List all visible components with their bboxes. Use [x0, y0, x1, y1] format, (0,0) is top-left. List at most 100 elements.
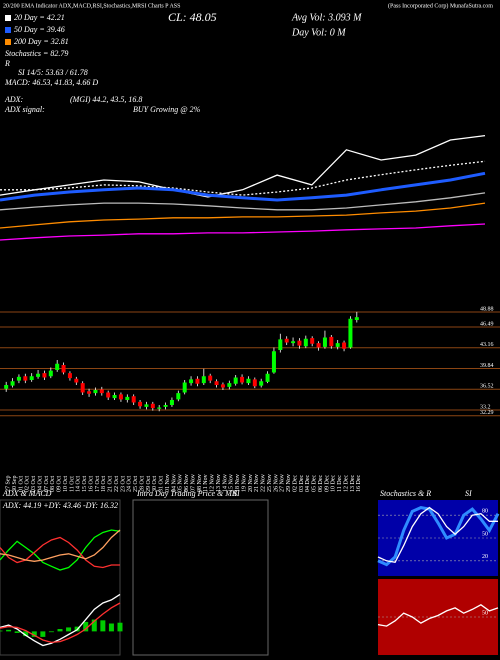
x-tick-label: 04 Dec	[305, 475, 311, 492]
candle-body	[29, 376, 34, 380]
x-tick-label: 06 Dec	[318, 475, 324, 492]
rsi-readout: R	[4, 59, 10, 68]
site-name: (Pass Incorporated Corp) MunafaSutra.com	[388, 2, 493, 9]
adx-panel-frame	[0, 499, 121, 656]
x-tick-label: 16 Dec	[356, 475, 362, 492]
y-tick-label: 36.52	[480, 384, 494, 390]
candle-body	[214, 381, 219, 385]
x-tick-label: 13 Dec	[350, 475, 356, 492]
candle-body	[16, 376, 21, 381]
candle-body	[176, 393, 181, 400]
candle-body	[303, 338, 308, 347]
candle-body	[195, 378, 200, 384]
histogram-bar	[57, 629, 63, 632]
candle-body	[93, 390, 98, 394]
candle-body	[297, 340, 302, 346]
histogram-bar	[66, 627, 72, 632]
x-tick-label: 22 Oct	[114, 476, 120, 492]
legend-swatch	[5, 27, 11, 33]
series-line	[0, 202, 486, 229]
x-tick-label: 17 Oct	[95, 476, 101, 492]
candle-body	[67, 373, 72, 379]
y-tick-label: 39.84	[480, 363, 494, 369]
histogram-bar	[117, 622, 123, 632]
x-tick-label: 20 Nov	[248, 474, 254, 492]
y-tick-label: 50	[482, 531, 488, 537]
x-tick-label: 15 Nov	[229, 474, 235, 492]
histogram-bar	[14, 631, 20, 633]
x-tick-label: 21 Nov	[254, 474, 260, 492]
candle-body	[316, 343, 321, 348]
candle-body	[118, 394, 123, 400]
candle-body	[4, 385, 9, 389]
x-tick-label: 22 Nov	[261, 474, 267, 492]
x-tick-label: 10 Oct	[63, 476, 69, 492]
x-tick-label: 30 Oct	[152, 476, 158, 492]
close-price: CL: 48.05	[168, 10, 217, 24]
adx-readout: ADX:	[4, 95, 24, 104]
legend-swatch	[5, 15, 11, 21]
x-tick-label: 25 Nov	[267, 474, 273, 492]
candle-body	[48, 370, 53, 377]
candle-body	[80, 383, 85, 393]
macd-readout: MACD: 46.53, 41.83, 4.66 D	[4, 78, 98, 87]
x-tick-label: 25 Oct	[133, 476, 139, 492]
candle-body	[342, 342, 347, 349]
histogram-bar	[31, 631, 37, 637]
x-tick-label: 30 Sep	[12, 476, 18, 493]
x-tick-label: 27 Nov	[280, 474, 286, 492]
candle-body	[169, 400, 174, 405]
panel-title: Stochastics & R	[380, 489, 431, 498]
x-tick-label: 04 Oct	[37, 476, 43, 492]
candle-body	[55, 363, 60, 370]
histogram-bar	[40, 631, 46, 637]
candle-body	[125, 396, 130, 400]
histogram-bar	[100, 620, 106, 632]
y-tick-label: 32.29	[480, 410, 494, 416]
x-tick-label: 04 Nov	[171, 474, 177, 492]
y-tick-label: 33.2	[480, 404, 491, 410]
x-tick-label: 10 Dec	[331, 475, 337, 492]
x-tick-label: 29 Oct	[146, 476, 152, 492]
series-line	[0, 529, 121, 571]
panel-readout: ADX: 44.19 +DY: 43.46 -DY: 16.32	[2, 501, 118, 510]
x-tick-label: 14 Nov	[222, 474, 228, 492]
candle-body	[10, 381, 15, 386]
candle-body	[131, 396, 136, 403]
panel-title: SI	[233, 489, 240, 498]
x-tick-label: 09 Oct	[57, 476, 63, 492]
candle-body	[220, 384, 225, 388]
day-volume: Day Vol: 0 M	[291, 27, 346, 38]
candle-body	[284, 338, 289, 343]
intraday-panel	[132, 499, 269, 656]
x-tick-label: 18 Oct	[101, 476, 107, 492]
candle-body	[42, 373, 47, 378]
y-tick-label: 43.16	[480, 342, 494, 348]
candle-body	[99, 389, 104, 394]
candle-body	[291, 341, 296, 344]
candle-body	[227, 383, 232, 387]
x-tick-label: 11 Dec	[337, 475, 343, 492]
series-line	[0, 602, 121, 644]
x-tick-label: 29 Nov	[286, 474, 292, 492]
x-tick-label: 28 Oct	[139, 476, 145, 492]
histogram-bar	[0, 630, 3, 632]
x-tick-label: 11 Oct	[69, 476, 75, 492]
y-tick-label: 20	[482, 554, 488, 560]
candle-body	[240, 376, 245, 383]
stochastics-readout: Stochastics = 82.79	[5, 49, 68, 58]
x-tick-label: 07 Oct	[44, 476, 50, 492]
adx-values: (MGI) 44.2, 43.5, 16.8	[70, 95, 142, 104]
candle-body	[233, 377, 238, 384]
candle-body	[259, 381, 264, 386]
y-tick-label: 48.88	[480, 306, 494, 312]
candle-body	[278, 339, 283, 350]
candle-body	[265, 373, 270, 382]
candle-body	[335, 343, 340, 347]
x-tick-label: 18 Nov	[235, 474, 241, 492]
candle-body	[163, 405, 168, 407]
histogram-bar	[83, 621, 89, 632]
x-tick-label: 05 Dec	[312, 475, 318, 492]
candle-body	[310, 338, 315, 344]
